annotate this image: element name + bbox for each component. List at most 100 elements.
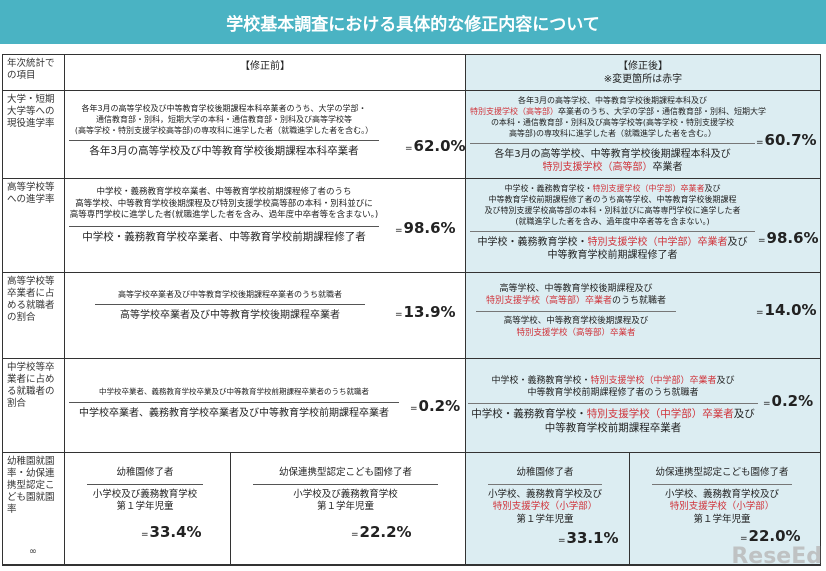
text-line: (高等学校・特別支援学校高等部)の専攻科に進学した者（就職進学した者を含む。） bbox=[69, 125, 379, 136]
text-segment: 幼保連携型認定こども園修了者 bbox=[655, 467, 789, 478]
rate-number: 33.1% bbox=[566, 529, 619, 547]
text-segment: 中学校・義務教育学校・ bbox=[477, 237, 588, 248]
text-line: 幼保連携型認定こども園修了者 bbox=[235, 467, 456, 480]
changed-text: 特別支援学校（高等部） bbox=[470, 107, 558, 116]
text-line: 小学校及び義務教育学校 bbox=[235, 489, 456, 502]
fraction: 幼稚園修了者小学校及び義務教育学校 第１学年児童 bbox=[69, 467, 221, 514]
denominator: 各年3月の高等学校及び中等教育学校後期課程本科卒業者 bbox=[69, 145, 379, 159]
changed-text: 特別支援学校（中学部）卒業者 bbox=[587, 237, 728, 248]
text-segment: 及び bbox=[716, 376, 735, 386]
text-line: 中学校・義務教育学校・特別支援学校（中学部）卒業者及び bbox=[470, 183, 755, 194]
fraction-bar bbox=[488, 483, 602, 485]
text-segment: 高等学校、中等教育学校後期課程及び bbox=[503, 316, 649, 326]
fraction: 高等学校、中等教育学校後期課程及び 特別支援学校（高等部）卒業者のうち就職者 高等学… bbox=[476, 283, 676, 339]
fraction-bar bbox=[69, 140, 379, 141]
fraction-bar bbox=[253, 483, 438, 485]
numerator: 中学校・義務教育学校・特別支援学校（中学部）卒業者及び 中等教育学校前期課程修了者… bbox=[468, 375, 758, 399]
changed-text: 特別支援学校（中学部）卒業者 bbox=[592, 184, 705, 193]
changed-text: 特別支援学校（高等部）卒業者 bbox=[516, 327, 636, 338]
comparison-table: 年次統計での項目 【修正前】 【修正後】 ※変更箇所は赤字 大学・短期大学等への… bbox=[2, 54, 821, 566]
denominator: 中学校・義務教育学校・特別支援学校（中学部）卒業者及び 中等教育学校前期課程卒業者 bbox=[468, 408, 758, 435]
text-segment: 中等教育学校前期課程修了者 bbox=[547, 250, 678, 261]
equals-sign: = bbox=[763, 399, 771, 409]
text-segment: 中学校・義務教育学校・ bbox=[471, 408, 587, 420]
text-segment: のうち就職者 bbox=[612, 296, 667, 306]
numerator: 中学校卒業者、義務教育学校卒業及び中等教育学校前期課程卒業者のうち就職者 bbox=[69, 387, 399, 398]
text-segment: 各年3月の高等学校、中等教育学校後期課程本科及び bbox=[494, 149, 731, 160]
text-segment: 及び bbox=[733, 408, 755, 420]
text-line: 中学校・義務教育学校・特別支援学校（中学部）卒業者及び bbox=[468, 408, 758, 422]
fraction: 幼保連携型認定こども園修了者 小学校、義務教育学校及び 特別支援学校（小学部） 第１学… bbox=[634, 467, 810, 526]
equals-sign: = bbox=[756, 138, 764, 148]
numerator: 幼保連携型認定こども園修了者 bbox=[235, 467, 456, 480]
text-line: 中学校・義務教育学校卒業者、中等教育学校前期課程修了者 bbox=[69, 231, 379, 245]
text-line: 高等学校、中等教育学校後期課程及び bbox=[476, 316, 676, 328]
equals-sign: = bbox=[405, 144, 413, 154]
equals-sign: = bbox=[558, 536, 566, 546]
text-line: 特別支援学校（小学部） bbox=[470, 501, 620, 514]
denominator: 各年3月の高等学校、中等教育学校後期課程本科及び 特別支援学校（高等部）卒業者 bbox=[470, 148, 755, 174]
fraction-bar bbox=[652, 483, 792, 485]
fraction: 中学校・義務教育学校・特別支援学校（中学部）卒業者及び 中等教育学校前期課程修了者… bbox=[470, 183, 755, 262]
rate-number: 62.0% bbox=[413, 137, 466, 155]
fraction: 中学校卒業者、義務教育学校卒業及び中等教育学校前期課程卒業者のうち就職者 中学校卒… bbox=[69, 387, 399, 420]
text-line: 小学校、義務教育学校及び bbox=[634, 489, 810, 502]
denominator: 中学校・義務教育学校・特別支援学校（中学部）卒業者及び中等教育学校前期課程修了者 bbox=[470, 236, 755, 262]
denominator: 小学校、義務教育学校及び 特別支援学校（小学部） 第１学年児童 bbox=[470, 489, 620, 527]
text-segment: 高等学校、中等教育学校後期課程及び bbox=[499, 284, 653, 294]
header-after: 【修正後】 ※変更箇所は赤字 bbox=[466, 55, 820, 91]
text-segment: 中等教育学校前期課程卒業者 bbox=[544, 421, 682, 434]
text-line: 及び特別支援学校高等部の本科・別科並びに高等専門学校に進学した者 bbox=[470, 205, 755, 216]
after-cell: 幼保連携型認定こども園修了者 小学校、義務教育学校及び 特別支援学校（小学部） 第１学… bbox=[630, 453, 820, 565]
rate-number: 0.2% bbox=[418, 397, 461, 415]
rate-value: =60.7% bbox=[756, 131, 817, 149]
row-label: 中学校等卒業者に占める就職者の割合 bbox=[3, 359, 65, 453]
text-line: 各年3月の高等学校及び中等教育学校後期課程本科卒業者 bbox=[69, 145, 379, 159]
rate-value: =98.6% bbox=[395, 219, 456, 237]
text-segment: 第１学年児童 bbox=[516, 513, 574, 525]
text-line: 高等学校卒業者及び中等教育学校後期課程卒業者のうち就職者 bbox=[95, 289, 365, 300]
denominator: 小学校及び義務教育学校 第１学年児童 bbox=[69, 489, 221, 514]
text-line: 第１学年児童 bbox=[235, 501, 456, 514]
text-segment: 第１学年児童 bbox=[693, 513, 751, 525]
rate-value: =0.2% bbox=[410, 397, 460, 415]
header-item: 年次統計での項目 bbox=[3, 55, 65, 91]
text-segment: 中学校・義務教育学校卒業者、中等教育学校前期課程修了者 bbox=[82, 230, 366, 243]
fraction: 各年3月の高等学校、中等教育学校後期課程本科及び 特別支援学校（高等部）卒業者のう… bbox=[470, 95, 766, 174]
text-segment: 高等部)の専攻科に進学した者（就職進学した者を含む。） bbox=[508, 129, 717, 138]
header-after-note: ※変更箇所は赤字 bbox=[603, 74, 683, 85]
text-segment: (就職進学した者を含み、過年度中卒者等を含まない。) bbox=[515, 217, 710, 226]
text-segment: 幼保連携型認定こども園修了者 bbox=[278, 467, 412, 478]
row-label: 大学・短期大学等への現役進学率 bbox=[3, 91, 65, 179]
text-line: 中等教育学校前期課程修了者 bbox=[470, 249, 755, 262]
rate-value: =14.0% bbox=[756, 301, 817, 319]
numerator: 中学校・義務教育学校・特別支援学校（中学部）卒業者及び 中等教育学校前期課程修了者… bbox=[470, 183, 755, 227]
before-cell: 中学校卒業者、義務教育学校卒業及び中等教育学校前期課程卒業者のうち就職者 中学校卒… bbox=[65, 359, 466, 453]
text-line: の本科・通信教育部・別科及び高等学校等(高等学校・特別支援学校 bbox=[470, 117, 755, 128]
numerator: 各年3月の高等学校及び中等教育学校後期課程本科卒業者のうち、大学の学部・ 通信教育… bbox=[69, 103, 379, 136]
text-segment: 及び bbox=[727, 237, 748, 248]
numerator: 幼稚園修了者 bbox=[470, 467, 620, 480]
header-before: 【修正前】 bbox=[65, 55, 466, 91]
text-line: 幼稚園修了者 bbox=[69, 467, 221, 480]
denominator: 高等学校卒業者及び中等教育学校後期課程卒業者 bbox=[95, 309, 365, 322]
text-line: 中等教育学校前期課程卒業者 bbox=[468, 422, 758, 436]
after-cell: 高等学校、中等教育学校後期課程及び 特別支援学校（高等部）卒業者のうち就職者 高等学… bbox=[466, 273, 820, 359]
text-segment: 中学校・義務教育学校卒業者、中等教育学校前期課程修了者のうち bbox=[96, 187, 352, 197]
text-line: 小学校、義務教育学校及び bbox=[470, 489, 620, 502]
text-line: 特別支援学校（高等部）卒業者 bbox=[476, 328, 676, 340]
text-line: 各年3月の高等学校、中等教育学校後期課程本科及び bbox=[470, 95, 755, 106]
denominator: 小学校及び義務教育学校 第１学年児童 bbox=[235, 489, 456, 514]
equals-sign: = bbox=[351, 530, 359, 540]
watermark-logo: ReseEd bbox=[731, 544, 822, 569]
text-segment: 小学校、義務教育学校及び bbox=[664, 488, 779, 500]
text-segment: 卒業者のうち、大学の学部・通信教育部・別科、短期大学 bbox=[558, 107, 766, 116]
text-line: 高等学校、中等教育学校後期課程及び bbox=[476, 283, 676, 295]
text-line: 特別支援学校（小学部） bbox=[634, 501, 810, 514]
equals-sign: = bbox=[395, 310, 403, 320]
text-segment: 高等学校、中等教育学校後期課程及び特別支援学校高等部の本科・別科並びに bbox=[75, 198, 373, 209]
text-line: 高等部)の専攻科に進学した者（就職進学した者を含む。） bbox=[470, 128, 755, 139]
text-segment: 高等学校卒業者及び中等教育学校後期課程卒業者のうち就職者 bbox=[118, 290, 342, 299]
numerator: 高等学校卒業者及び中等教育学校後期課程卒業者のうち就職者 bbox=[95, 289, 365, 300]
header-after-title: 【修正後】 bbox=[618, 61, 668, 72]
